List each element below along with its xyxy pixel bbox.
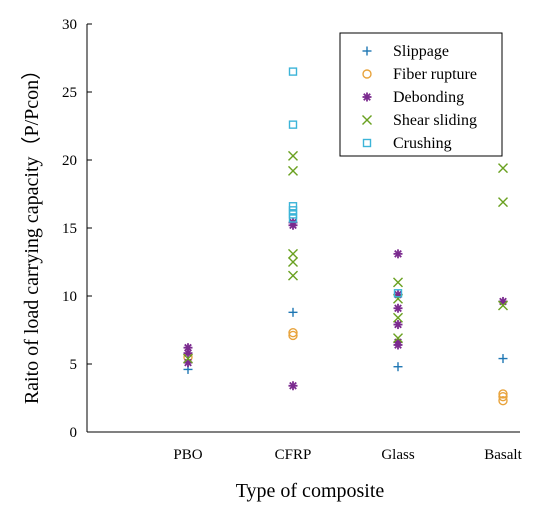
data-points	[183, 67, 508, 406]
point-debonding	[183, 348, 193, 358]
point-crushing	[393, 289, 403, 298]
point-shear-sliding	[498, 163, 508, 174]
point-slippage	[498, 354, 508, 364]
legend-marker	[362, 92, 372, 102]
y-axis-label: Raito of load carrying capacity（P/Pcon）	[20, 60, 43, 404]
point-crushing	[288, 67, 298, 76]
x-tick-label: Basalt	[484, 447, 522, 463]
point-shear-sliding	[393, 333, 403, 344]
legend-marker	[362, 138, 372, 148]
point-shear-sliding	[498, 197, 508, 208]
point-slippage	[393, 362, 403, 372]
y-tick-label: 25	[62, 85, 77, 101]
point-shear-sliding	[393, 312, 403, 323]
point-debonding	[393, 320, 403, 330]
legend-entry: Debonding	[393, 89, 464, 106]
point-fiber-rupture	[498, 389, 508, 399]
point-debonding	[393, 249, 403, 259]
y-tick-label: 20	[62, 153, 77, 169]
point-fiber-rupture	[498, 391, 508, 402]
legend-marker	[362, 46, 372, 56]
x-tick-label: CFRP	[275, 447, 312, 463]
legend-marker	[362, 69, 372, 79]
point-fiber-rupture	[288, 330, 298, 341]
point-shear-sliding	[288, 248, 298, 259]
point-debonding	[393, 340, 403, 350]
legend-entry: Fiber rupture	[393, 66, 477, 83]
point-slippage	[288, 307, 298, 317]
y-axis: 0 5 10 15 20 25 30	[62, 17, 92, 441]
legend-entry: Slippage	[393, 43, 449, 60]
legend-entry: Crushing	[393, 135, 452, 152]
legend: Slippage Fiber rupture Debonding Shear slid…	[339, 32, 503, 157]
point-shear-sliding	[288, 270, 298, 281]
point-shear-sliding	[498, 300, 508, 311]
point-fiber-rupture	[288, 328, 298, 338]
point-shear-sliding	[288, 150, 298, 161]
y-tick-label: 30	[62, 17, 77, 33]
x-tick-label: PBO	[173, 447, 202, 463]
x-axis-label: Type of composite	[236, 480, 385, 502]
point-shear-sliding	[288, 165, 298, 176]
x-axis: PBO CFRP Glass Basalt	[173, 447, 522, 463]
y-tick-label: 10	[62, 289, 77, 305]
x-tick-label: Glass	[381, 447, 414, 463]
legend-entry: Shear sliding	[393, 112, 477, 129]
point-fiber-rupture	[498, 396, 508, 406]
point-shear-sliding	[288, 257, 298, 267]
point-debonding	[288, 381, 298, 391]
y-tick-label: 0	[70, 425, 78, 441]
y-tick-label: 15	[62, 221, 77, 237]
point-crushing	[288, 214, 298, 223]
point-shear-sliding	[183, 353, 193, 364]
legend-marker	[362, 115, 372, 125]
point-shear-sliding	[393, 277, 403, 288]
y-tick-label: 5	[70, 357, 78, 373]
point-crushing	[288, 120, 298, 129]
point-debonding	[393, 303, 403, 313]
